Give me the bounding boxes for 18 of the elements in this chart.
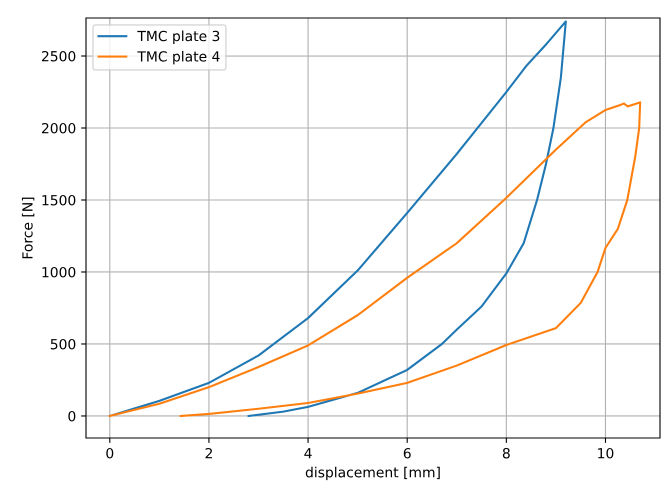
y-tick-label: 2500 xyxy=(42,50,76,62)
y-axis-title: Force [N] xyxy=(22,198,34,258)
x-tick-label: 2 xyxy=(206,448,212,458)
line-series xyxy=(108,20,567,418)
legend-label: TMC plate 3 xyxy=(137,30,220,44)
x-tick-label: 0 xyxy=(106,448,114,458)
line-series xyxy=(108,101,642,418)
y-tick-label: 2000 xyxy=(42,122,76,134)
x-tick-label: 10 xyxy=(598,448,614,458)
y-tick-label: 500 xyxy=(50,338,76,350)
y-tick-label: 1000 xyxy=(42,266,76,278)
y-tick-label: 0 xyxy=(68,410,76,422)
x-tick-label: 6 xyxy=(404,448,411,458)
x-axis-title: displacement [mm] xyxy=(306,466,440,480)
legend-label: TMC plate 4 xyxy=(137,50,220,64)
y-tick-label: 1500 xyxy=(42,194,76,206)
x-tick-label: 4 xyxy=(304,448,312,458)
x-tick-label: 8 xyxy=(502,448,510,458)
